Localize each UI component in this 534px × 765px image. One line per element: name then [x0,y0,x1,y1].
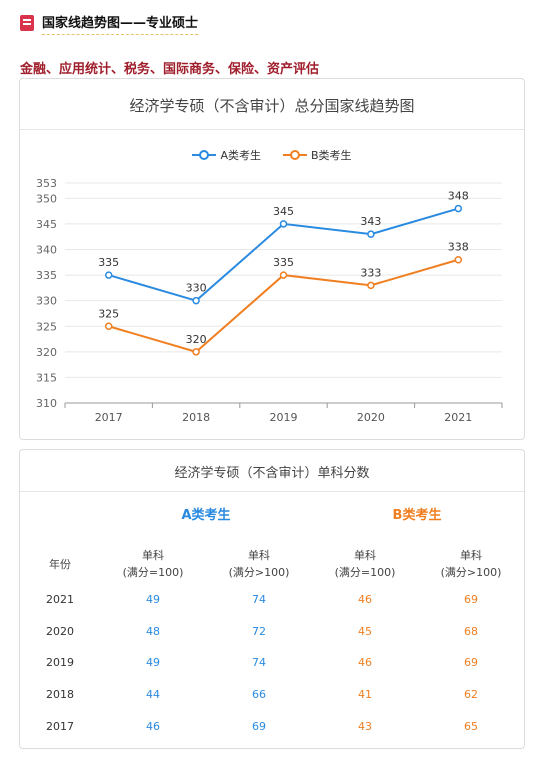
column-header: 单科 (满分>100) [228,549,290,579]
book-icon [20,15,34,31]
score-cell: 49 [146,656,160,670]
year-cell: 2018 [46,688,74,702]
legend-item-a[interactable]: A类考生 [192,147,261,163]
data-label: 338 [448,241,469,254]
y-tick-label: 330 [36,295,57,308]
chart-legend: A类考生 B类考生 [20,147,524,163]
score-cell: 68 [464,624,478,638]
chart-title: 经济学专硕（不含审计）总分国家线趋势图 [129,97,415,115]
score-cell: 48 [146,624,160,638]
group-b-label: B类考生 [392,508,442,523]
data-point [454,255,463,264]
score-cell: 66 [252,688,266,702]
column-header: 单科 (满分>100) [440,549,502,579]
x-tick-label: 2018 [182,411,210,424]
data-point [279,220,288,228]
data-label: 335 [98,256,119,269]
legend-label-a: A类考生 [220,149,261,162]
y-tick-label: 350 [36,192,57,205]
y-tick-label: 325 [36,320,57,333]
year-cell: 2020 [46,624,74,638]
year-cell: 2019 [46,656,74,670]
y-tick-label: 335 [36,269,57,282]
score-cell: 45 [358,624,372,638]
legend-marker-a [192,150,217,160]
data-label: 330 [186,282,207,295]
score-cell: 72 [252,624,266,638]
table-row: 2017 46 69 43 65 [20,710,524,742]
subject-list: 金融、应用统计、税务、国际商务、保险、资产评估 [20,62,320,77]
data-point [279,271,288,279]
y-tick-label: 315 [36,371,57,384]
score-cell: 41 [358,688,372,702]
y-tick-label: 310 [36,397,57,410]
table-row: 2020 48 72 45 68 [20,616,524,648]
table-header-row: 年份 单科 (满分=100) 单科 (满分>100) 单科 (满分=100) 单科 (满分>10… [20,544,524,584]
score-cell: 43 [358,719,372,733]
score-cell: 49 [146,593,160,607]
x-tick-label: 2017 [95,411,123,424]
y-tick-label: 320 [36,346,57,359]
x-tick-label: 2019 [270,411,298,424]
table-row: 2019 49 74 46 69 [20,647,524,679]
legend-item-b[interactable]: B类考生 [282,147,352,163]
data-label: 335 [273,256,294,269]
group-a-label: A类考生 [181,508,231,523]
table-row: 2021 49 74 46 69 [20,584,524,616]
legend-marker-b [282,150,307,160]
score-table: 年份 单科 (满分=100) 单科 (满分>100) 单科 (满分=100) 单科 (满分>10… [20,544,524,742]
score-cell: 69 [464,593,478,607]
score-cell: 44 [146,688,160,702]
data-label: 325 [98,307,119,320]
column-header: 年份 [49,557,71,571]
x-tick-label: 2020 [357,411,385,424]
data-point [367,230,375,238]
data-label: 345 [273,205,294,218]
score-cell: 74 [252,656,266,670]
line-chart: 310 315 320 325 330 335 340 345 350 353 2017 2018 20… [36,177,503,424]
table-title: 经济学专硕（不含审计）单科分数 [174,466,370,481]
score-cell: 65 [464,719,478,733]
score-cell: 46 [358,593,372,607]
legend-label-b: B类考生 [310,149,352,162]
data-point [367,281,375,290]
data-point [192,296,200,305]
score-cell: 69 [252,719,266,733]
data-label: 348 [448,190,469,203]
data-label: 333 [360,266,381,279]
data-point [104,271,113,279]
x-tick-label: 2021 [444,411,472,424]
y-tick-label: 353 [36,177,57,190]
score-cell: 74 [252,593,266,607]
score-cell: 46 [146,719,160,733]
page-header: 国家线趋势图——专业硕士 [20,10,199,36]
column-header: 单科 (满分=100) [334,549,396,579]
table-row: 2018 44 66 41 62 [20,679,524,711]
y-tick-label: 345 [36,218,57,231]
table-title-divider [20,491,524,492]
y-tick-label: 340 [36,244,57,257]
data-point [104,322,113,331]
year-cell: 2017 [46,719,74,733]
column-header: 单科 (满分=100) [122,549,184,579]
score-cell: 46 [358,656,372,670]
trend-chart-card: 经济学专硕（不含审计）总分国家线趋势图 A类考生 B类考生 310 315 320 3… [19,78,525,440]
data-label: 320 [186,333,207,346]
chart-title-divider [20,129,524,130]
data-point [192,348,200,356]
data-label: 343 [360,215,381,228]
page-title: 国家线趋势图——专业硕士 [42,12,199,35]
score-cell: 62 [464,688,478,702]
data-point [454,204,463,213]
score-table-card: 经济学专硕（不含审计）单科分数 A类考生 B类考生 年份 单科 (满分=100) 单科… [19,449,525,749]
year-cell: 2021 [46,593,74,607]
score-cell: 69 [464,656,478,670]
